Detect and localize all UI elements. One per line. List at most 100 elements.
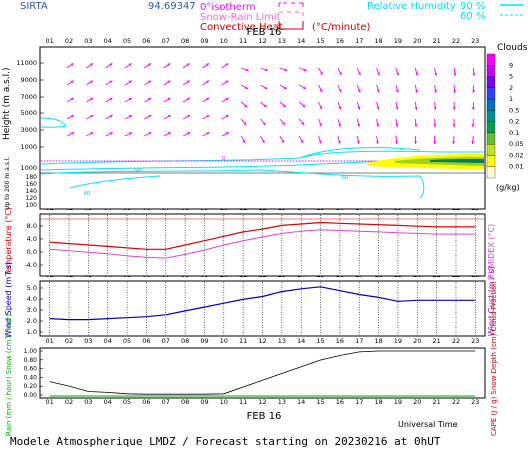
hour-label: 16 [336,398,344,406]
wind-arrow-head [128,63,132,67]
y-tick-label: 2.0 [27,317,37,325]
panel-temperature-ylabel: Temperature (°C) [4,207,13,277]
wind-arrow-head [414,124,418,127]
hour-label: 22 [452,37,460,45]
cloud-colorbar-level: 5 [509,73,513,81]
hour-label: 19 [394,37,402,45]
hour-label: 20 [413,37,421,45]
hour-label: 23 [471,37,479,45]
wind-arrow-head [376,141,379,144]
hour-label: 21 [432,337,440,345]
hour-label: 02 [65,337,73,345]
hour-label: 22 [452,337,460,345]
cloud-colorbar-units: (g/kg) [496,183,520,192]
wind-arrow-head [300,139,304,143]
panel-temperature-yticks: 8.0 4.0 0.0 -4.0 [24,222,43,269]
cloud-colorbar-swatch [486,166,496,179]
wind-arrow-head [376,123,380,127]
panel-precip-yticks: 1.00 0.80 0.600.40 0.20 0.00 [24,348,43,399]
cloud-colorbar-swatch [486,155,496,167]
wind-arrow-head [148,80,152,84]
y-tick-label: 100 [26,202,38,209]
y-tick-label: 140 [26,188,38,195]
cloud-band [368,154,484,170]
hour-label: 12 [258,398,266,406]
wind-arrow-head [301,122,305,126]
wind-arrow-head [318,140,322,144]
hour-label: 21 [432,37,440,45]
y-tick-label: 160 [26,181,38,188]
y-tick-label: 4.0 [27,235,37,243]
hour-label: 11 [239,37,247,45]
site-label: SIRTA [20,1,48,12]
wind-arrow-head [167,115,171,118]
cloud-colorbar-level: 0.05 [509,140,523,148]
hour-label: 14 [297,337,305,345]
wind-arrow-head [338,89,342,93]
y-tick-label: 1.0 [27,328,37,336]
hour-label: 07 [162,398,170,406]
wind-arrow-head [472,73,476,76]
wind-arrow-head [186,97,190,101]
wind-arrow-head [319,89,323,93]
cloud-colorbar-title: Clouds [497,43,528,53]
wind-arrow-head [186,63,190,67]
wind-arrow-head [225,132,229,135]
wind-arrow-head [167,132,171,135]
hour-label: 14 [297,37,305,45]
y-tick-label: 1.00 [24,348,38,355]
wind-arrow-head [434,90,437,93]
hour-label: 08 [181,398,189,406]
hour-label: 10 [220,337,228,345]
wind-arrow-head [129,115,133,118]
wind-arrow-head [128,80,132,84]
wind-arrow-head [283,104,286,108]
legend-isotherm-label: 0°isotherm [200,2,256,13]
wind-arrow-head [167,97,171,101]
wind-arrow-head [225,115,229,118]
wind-arrow-head [415,72,419,76]
wind-arrow-head [433,141,437,144]
wind-arrow-head [356,140,360,144]
rh-contour-lower-2 [69,175,161,189]
panel-height-lower-note: Up to 200 m a.s.l. [4,157,11,210]
hour-label: 12 [258,337,266,345]
y-tick-label: 0.80 [24,357,38,364]
hour-label: 01 [46,337,54,345]
wind-arrow-head [225,80,229,84]
wind-arrow-head [471,107,475,110]
humidex-line [49,229,476,259]
cloud-colorbar-swatch [486,132,496,145]
y-tick-label: 0.20 [24,383,38,390]
hour-label: 19 [394,337,402,345]
cloud-colorbar-swatch [486,65,496,77]
wind-arrow-head [376,106,380,110]
wind-arrow-head [357,106,361,110]
wind-arrow-head [90,80,94,84]
wind-arrow-head [244,104,248,108]
wind-arrow-head [303,68,307,72]
hour-label: 10 [220,398,228,406]
cloud-colorbar-level: 2 [509,84,513,92]
wind-speed-line [49,286,476,321]
wind-arrow-head [339,72,342,76]
wind-arrow-head [109,80,113,84]
wind-arrow-head [242,139,246,143]
isotherm-label: 0 [222,156,225,162]
wind-arrow-head [453,90,456,93]
rh-level-60: 60 % [460,11,485,22]
wind-arrow-head [70,80,74,84]
wind-arrow-head [90,115,94,118]
hour-label: 11 [239,398,247,406]
wind-arrow-head [433,124,437,127]
hour-label: 09 [200,37,208,45]
wind-arrow-head [245,86,249,89]
wind-arrow-head [471,141,475,144]
hour-label: 08 [181,37,189,45]
hour-label: 04 [104,398,112,406]
hour-label: 17 [355,337,363,345]
hour-label: 02 [65,37,73,45]
wind-arrow-head [281,139,284,143]
panel-precip: Rain (mm / hour) Snow (cm / hour) CAPE (… [5,281,498,436]
cloud-band-core [430,159,484,163]
